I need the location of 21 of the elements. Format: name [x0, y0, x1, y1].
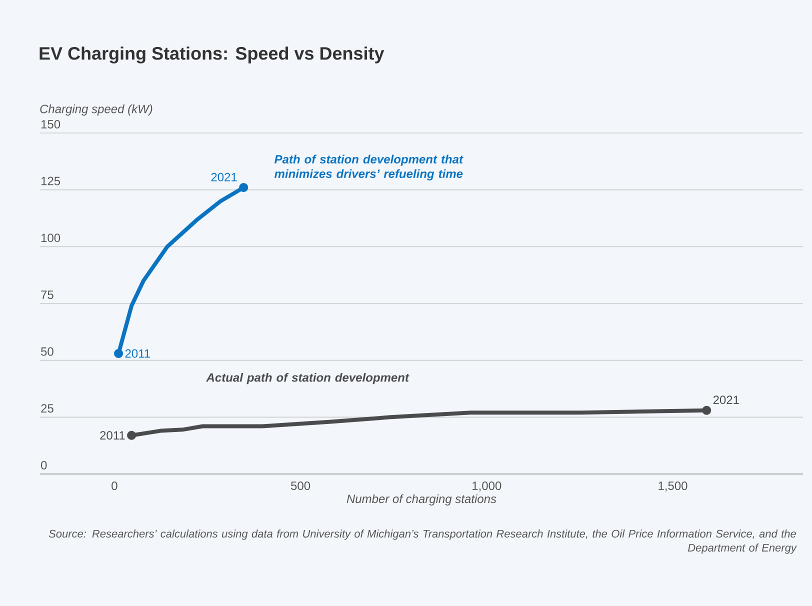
y-tick-label: 150: [41, 120, 60, 128]
y-tick-label: 100: [41, 234, 60, 242]
x-tick-label: 0: [112, 482, 118, 490]
annotation: 2021: [713, 396, 739, 404]
source-note: Source: Researchers’ calculations using data from University of Michigan’s Transportation Research Institute, the Oil Price Information Service, and the Department of Energy: [48, 530, 797, 554]
y-axis-title: Charging speed (kW): [40, 104, 152, 116]
x-tick-label: 1,500: [658, 482, 688, 492]
chart-title: EV Charging Stations: Speed vs Density: [40, 46, 384, 64]
x-tick-label: 1,000: [472, 482, 502, 492]
text: Path of station development that minimizes drivers’ refueling time: [274, 154, 464, 180]
x-axis-title: Number of charging stations: [346, 494, 496, 506]
annotation: 2021: [211, 172, 237, 182]
annotation: 2011: [125, 349, 150, 358]
y-tick-label: 125: [41, 176, 60, 186]
annotation: 2011: [100, 431, 125, 440]
text: Actual path of station development: [206, 372, 410, 384]
y-tick-label: 25: [41, 404, 54, 413]
y-tick-label: 50: [41, 347, 54, 356]
y-tick-label: 75: [41, 290, 54, 299]
y-tick-label: 0: [41, 460, 47, 470]
x-tick-label: 500: [291, 482, 310, 490]
